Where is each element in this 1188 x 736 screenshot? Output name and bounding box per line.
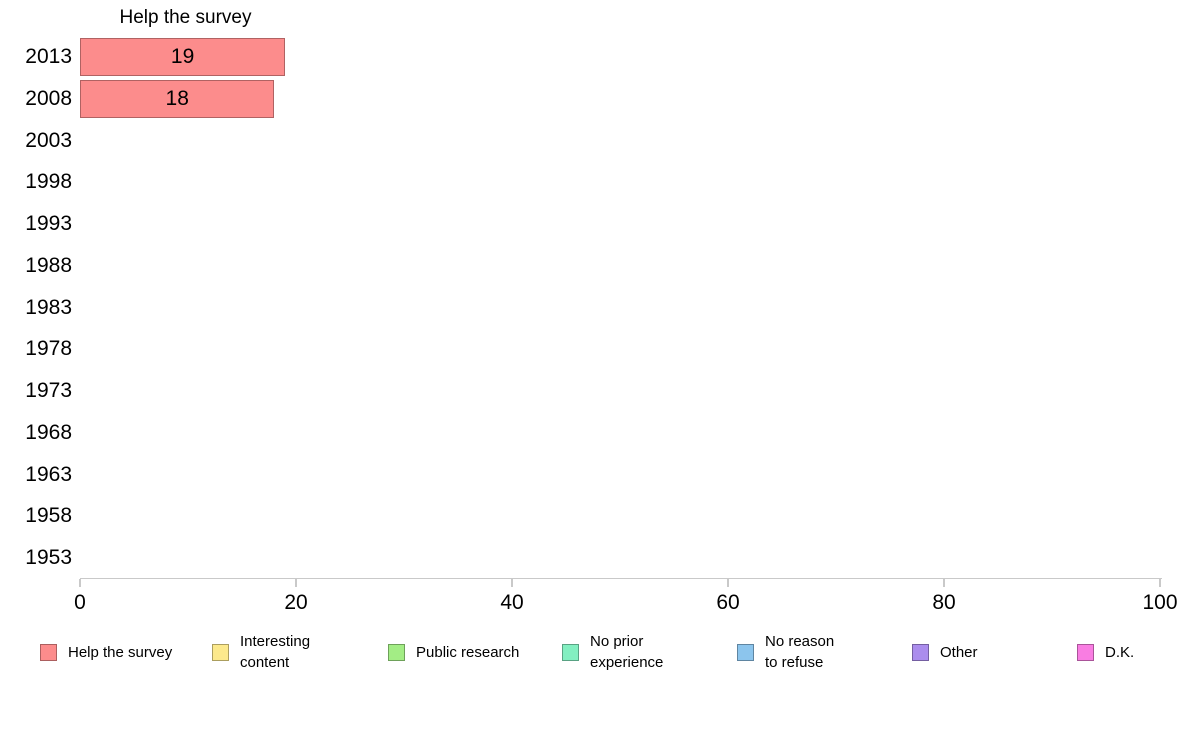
x-tick-label: 100: [1142, 591, 1178, 614]
legend-item: Other: [912, 630, 978, 674]
y-tick-label: 2003: [25, 128, 72, 152]
y-tick-label: 2008: [25, 86, 72, 110]
x-tick-mark: [943, 579, 945, 587]
legend-item: No reason to refuse: [737, 630, 834, 674]
legend-label: Other: [940, 643, 978, 661]
x-tick-label: 80: [932, 591, 956, 614]
x-tick-mark: [295, 579, 297, 587]
x-tick-mark: [79, 579, 81, 587]
legend-swatch-icon: [562, 643, 579, 661]
legend-swatch-icon: [388, 643, 405, 661]
x-axis-line: [80, 577, 1162, 579]
legend-label: No reason to refuse: [765, 633, 835, 671]
y-tick-label: 1978: [25, 337, 72, 361]
legend-swatch-icon: [212, 643, 229, 661]
legend-item: Public research: [388, 630, 519, 674]
legend-label: D.K.: [1105, 643, 1135, 661]
legend-swatch-icon: [40, 643, 57, 661]
legend-item: Help the survey: [40, 630, 172, 674]
legend-swatch-icon: [912, 643, 929, 661]
legend-label: Help the survey: [68, 643, 173, 661]
y-tick-label: 1973: [25, 379, 72, 403]
bar-value-label: 19: [170, 44, 195, 68]
legend-label: Public research: [416, 643, 520, 661]
bar-2013: 19: [80, 37, 286, 76]
x-tick-label: 0: [74, 591, 86, 614]
y-tick-label: 1983: [25, 295, 72, 319]
x-tick-mark: [727, 579, 729, 587]
x-tick-label: 20: [284, 591, 308, 614]
y-tick-label: 1963: [25, 462, 72, 486]
y-tick-label: 1988: [25, 253, 72, 277]
x-tick-mark: [511, 579, 513, 587]
x-tick-mark: [1159, 579, 1161, 587]
y-tick-label: 1968: [25, 420, 72, 444]
bar-value-label: 18: [165, 86, 189, 110]
x-tick-label: 60: [716, 591, 740, 614]
y-tick-label: 1998: [25, 170, 72, 194]
legend-item: D.K.: [1077, 630, 1134, 674]
y-tick-label: 1993: [25, 212, 72, 236]
y-tick-label: 1958: [25, 504, 72, 528]
legend-item: Interesting content: [212, 630, 310, 674]
bar-2008: 18: [80, 79, 275, 118]
x-tick-label: 40: [500, 591, 524, 614]
legend-item: No prior experience: [562, 630, 663, 674]
y-tick-label: 2013: [25, 45, 72, 68]
legend-label: Interesting content: [240, 633, 311, 671]
y-tick-label: 1953: [25, 546, 72, 570]
legend-swatch-icon: [737, 643, 754, 661]
legend-swatch-icon: [1077, 643, 1094, 661]
legend-label: No prior experience: [590, 633, 664, 671]
chart-title: Help the survey: [119, 7, 252, 28]
